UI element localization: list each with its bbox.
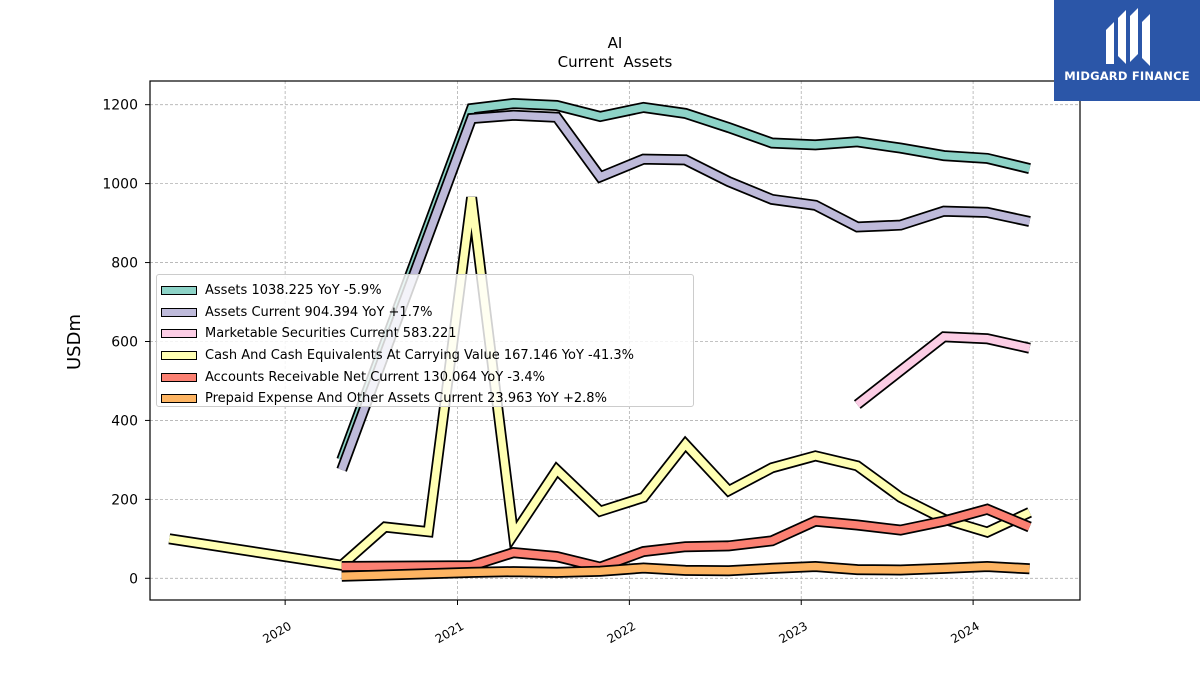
legend-swatch (161, 372, 197, 382)
x-tick-label: 2023 (777, 619, 810, 646)
brand-name: MIDGARD FINANCE (1064, 69, 1190, 83)
x-tick-label: 2020 (260, 619, 293, 646)
y-tick-label: 0 (129, 571, 138, 587)
chart-subtitle: Current Assets (558, 53, 673, 71)
legend-item: Marketable Securities Current 583.221 (161, 323, 693, 345)
legend-item: Assets Current 904.394 YoY +1.7% (161, 302, 693, 324)
x-axis: 2020 2021 2022 2023 2024 (260, 600, 982, 646)
chart-title: AI (608, 34, 623, 52)
y-axis: 0 200 400 600 800 1000 1200 (102, 98, 150, 587)
legend-swatch (161, 329, 197, 339)
y-tick-label: 1000 (102, 177, 138, 193)
series-line-fill (338, 111, 1031, 472)
legend: Assets 1038.225 YoY -5.9% Assets Current… (156, 274, 694, 407)
y-tick-label: 800 (111, 256, 138, 272)
legend-label: Prepaid Expense And Other Assets Current… (205, 391, 607, 407)
legend-swatch (161, 307, 197, 317)
legend-item: Accounts Receivable Net Current 130.064 … (161, 366, 693, 388)
series-line-fill (854, 332, 1031, 408)
series-line-fill (338, 99, 1031, 462)
series-line (853, 331, 1031, 409)
x-tick-label: 2022 (605, 619, 638, 646)
series-line-outline (853, 331, 1031, 409)
brand-logo: MIDGARD FINANCE (1054, 0, 1200, 101)
series-line (341, 560, 1030, 582)
legend-label: Cash And Cash Equivalents At Carrying Va… (205, 348, 634, 364)
midgard-m-logo-icon (1106, 8, 1150, 66)
y-tick-label: 600 (111, 334, 138, 350)
legend-item: Cash And Cash Equivalents At Carrying Va… (161, 345, 693, 367)
series-line (341, 503, 1032, 573)
y-axis-label: USDm (64, 314, 85, 370)
series-line-fill (341, 505, 1032, 572)
plot-frame (149, 80, 1081, 601)
y-tick-label: 200 (111, 492, 138, 508)
series-line (336, 109, 1031, 472)
series-line (168, 196, 1032, 572)
legend-label: Assets Current 904.394 YoY +1.7% (205, 304, 433, 320)
legend-label: Assets 1038.225 YoY -5.9% (205, 283, 382, 299)
y-tick-label: 1200 (102, 98, 138, 114)
x-tick-label: 2021 (433, 619, 466, 646)
series-line (336, 97, 1031, 462)
series-line-outline (341, 503, 1032, 573)
legend-item: Prepaid Expense And Other Assets Current… (161, 388, 693, 410)
legend-swatch (161, 286, 197, 296)
legend-label: Marketable Securities Current 583.221 (205, 326, 457, 342)
series-line-fill (341, 562, 1030, 581)
series-lines (168, 97, 1032, 582)
legend-swatch (161, 351, 197, 361)
x-tick-label: 2024 (948, 619, 981, 646)
legend-item: Assets 1038.225 YoY -5.9% (161, 280, 693, 302)
legend-swatch (161, 394, 197, 404)
y-tick-label: 400 (111, 413, 138, 429)
legend-label: Accounts Receivable Net Current 130.064 … (205, 369, 546, 385)
series-line-fill (168, 196, 1032, 570)
